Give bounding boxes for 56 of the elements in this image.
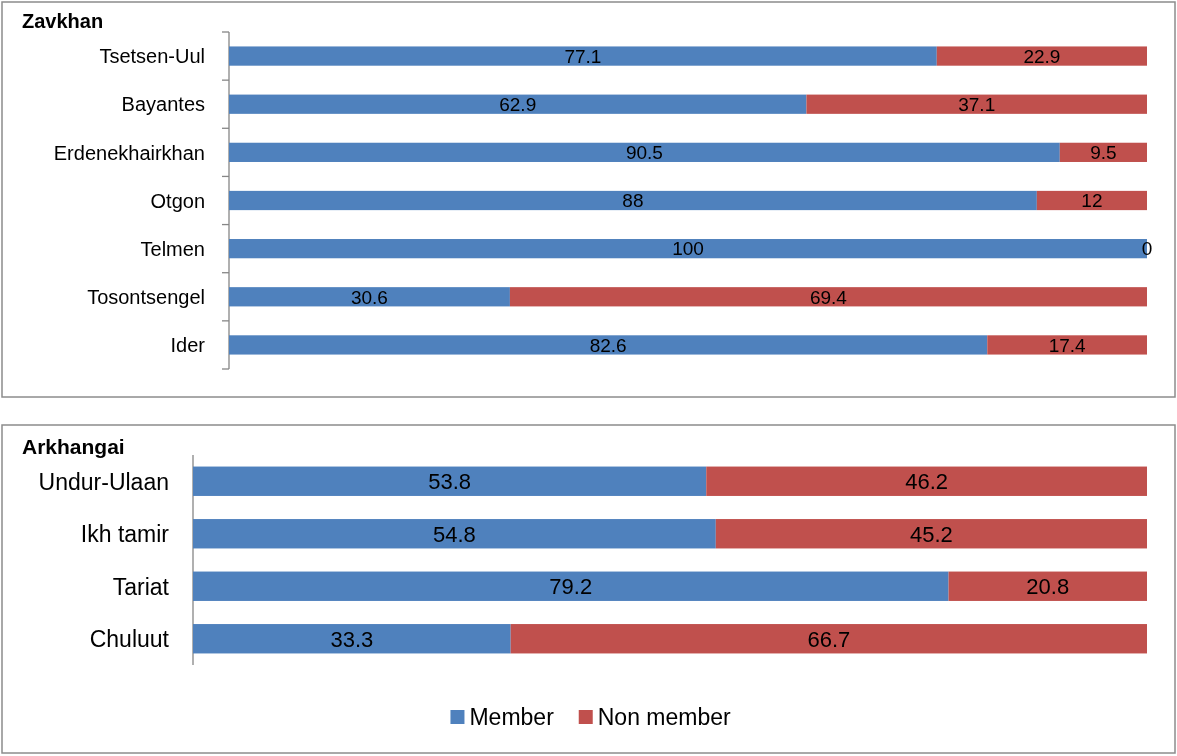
bar	[936, 46, 1147, 66]
data-label: 37.1	[958, 94, 996, 116]
y-tick-label: Tsetsen-Uul	[99, 45, 205, 68]
bar	[193, 519, 716, 549]
legend-label: Non member	[597, 704, 732, 731]
y-tick-label: Otgon	[150, 189, 205, 212]
data-label: 0	[1141, 238, 1153, 260]
data-label: 90.5	[625, 142, 663, 164]
text: Zavkhan	[22, 10, 104, 32]
chart-title: Arkhangai	[22, 435, 125, 458]
y-tick-label: Bayantes	[121, 93, 205, 116]
data-label: 20.8	[1026, 574, 1070, 600]
data-label: 62.9	[499, 94, 537, 116]
bar	[193, 466, 707, 496]
y-tick-label: Erdenekhairkhan	[53, 141, 205, 164]
data-label: 66.7	[807, 626, 851, 652]
bar	[229, 46, 937, 66]
bar	[193, 624, 511, 654]
data-label: 53.8	[428, 469, 472, 495]
legend-label: Member	[469, 704, 555, 731]
bar	[229, 142, 1060, 162]
bar	[229, 94, 807, 114]
y-tick-label: Ider	[170, 334, 206, 357]
y-tick-label: Tariat	[112, 573, 170, 600]
data-label: 100	[672, 238, 704, 260]
bar	[806, 94, 1147, 114]
data-label: 33.3	[330, 626, 374, 652]
y-tick-label: Undur-Ulaan	[38, 468, 169, 495]
y-tick-label: Tosontsengel	[87, 285, 205, 308]
data-label: 82.6	[589, 334, 627, 356]
bar	[193, 571, 949, 601]
y-tick-label: Chuluut	[89, 626, 170, 653]
bar	[948, 571, 1147, 601]
bar	[1036, 190, 1147, 211]
data-label: 79.2	[549, 574, 593, 600]
bar	[229, 335, 988, 355]
data-label: 17.4	[1048, 334, 1087, 356]
data-label: 88	[622, 190, 644, 212]
data-label: 12	[1081, 190, 1103, 212]
data-label: 46.2	[905, 469, 949, 495]
bar	[510, 624, 1147, 654]
bar	[229, 287, 510, 307]
bar	[715, 519, 1147, 549]
data-label: 22.9	[1023, 45, 1061, 67]
bar	[987, 335, 1147, 355]
data-label: 9.5	[1090, 142, 1117, 164]
y-tick-label: Telmen	[140, 237, 205, 260]
data-label: 69.4	[809, 286, 848, 308]
data-label: 45.2	[909, 521, 953, 547]
bar	[229, 190, 1037, 211]
data-label: 54.8	[432, 521, 476, 547]
bar	[706, 466, 1147, 496]
y-tick-label: Ikh tamir	[80, 521, 170, 548]
data-label: 77.1	[564, 45, 602, 67]
bar	[509, 287, 1147, 307]
data-label: 30.6	[350, 286, 388, 308]
